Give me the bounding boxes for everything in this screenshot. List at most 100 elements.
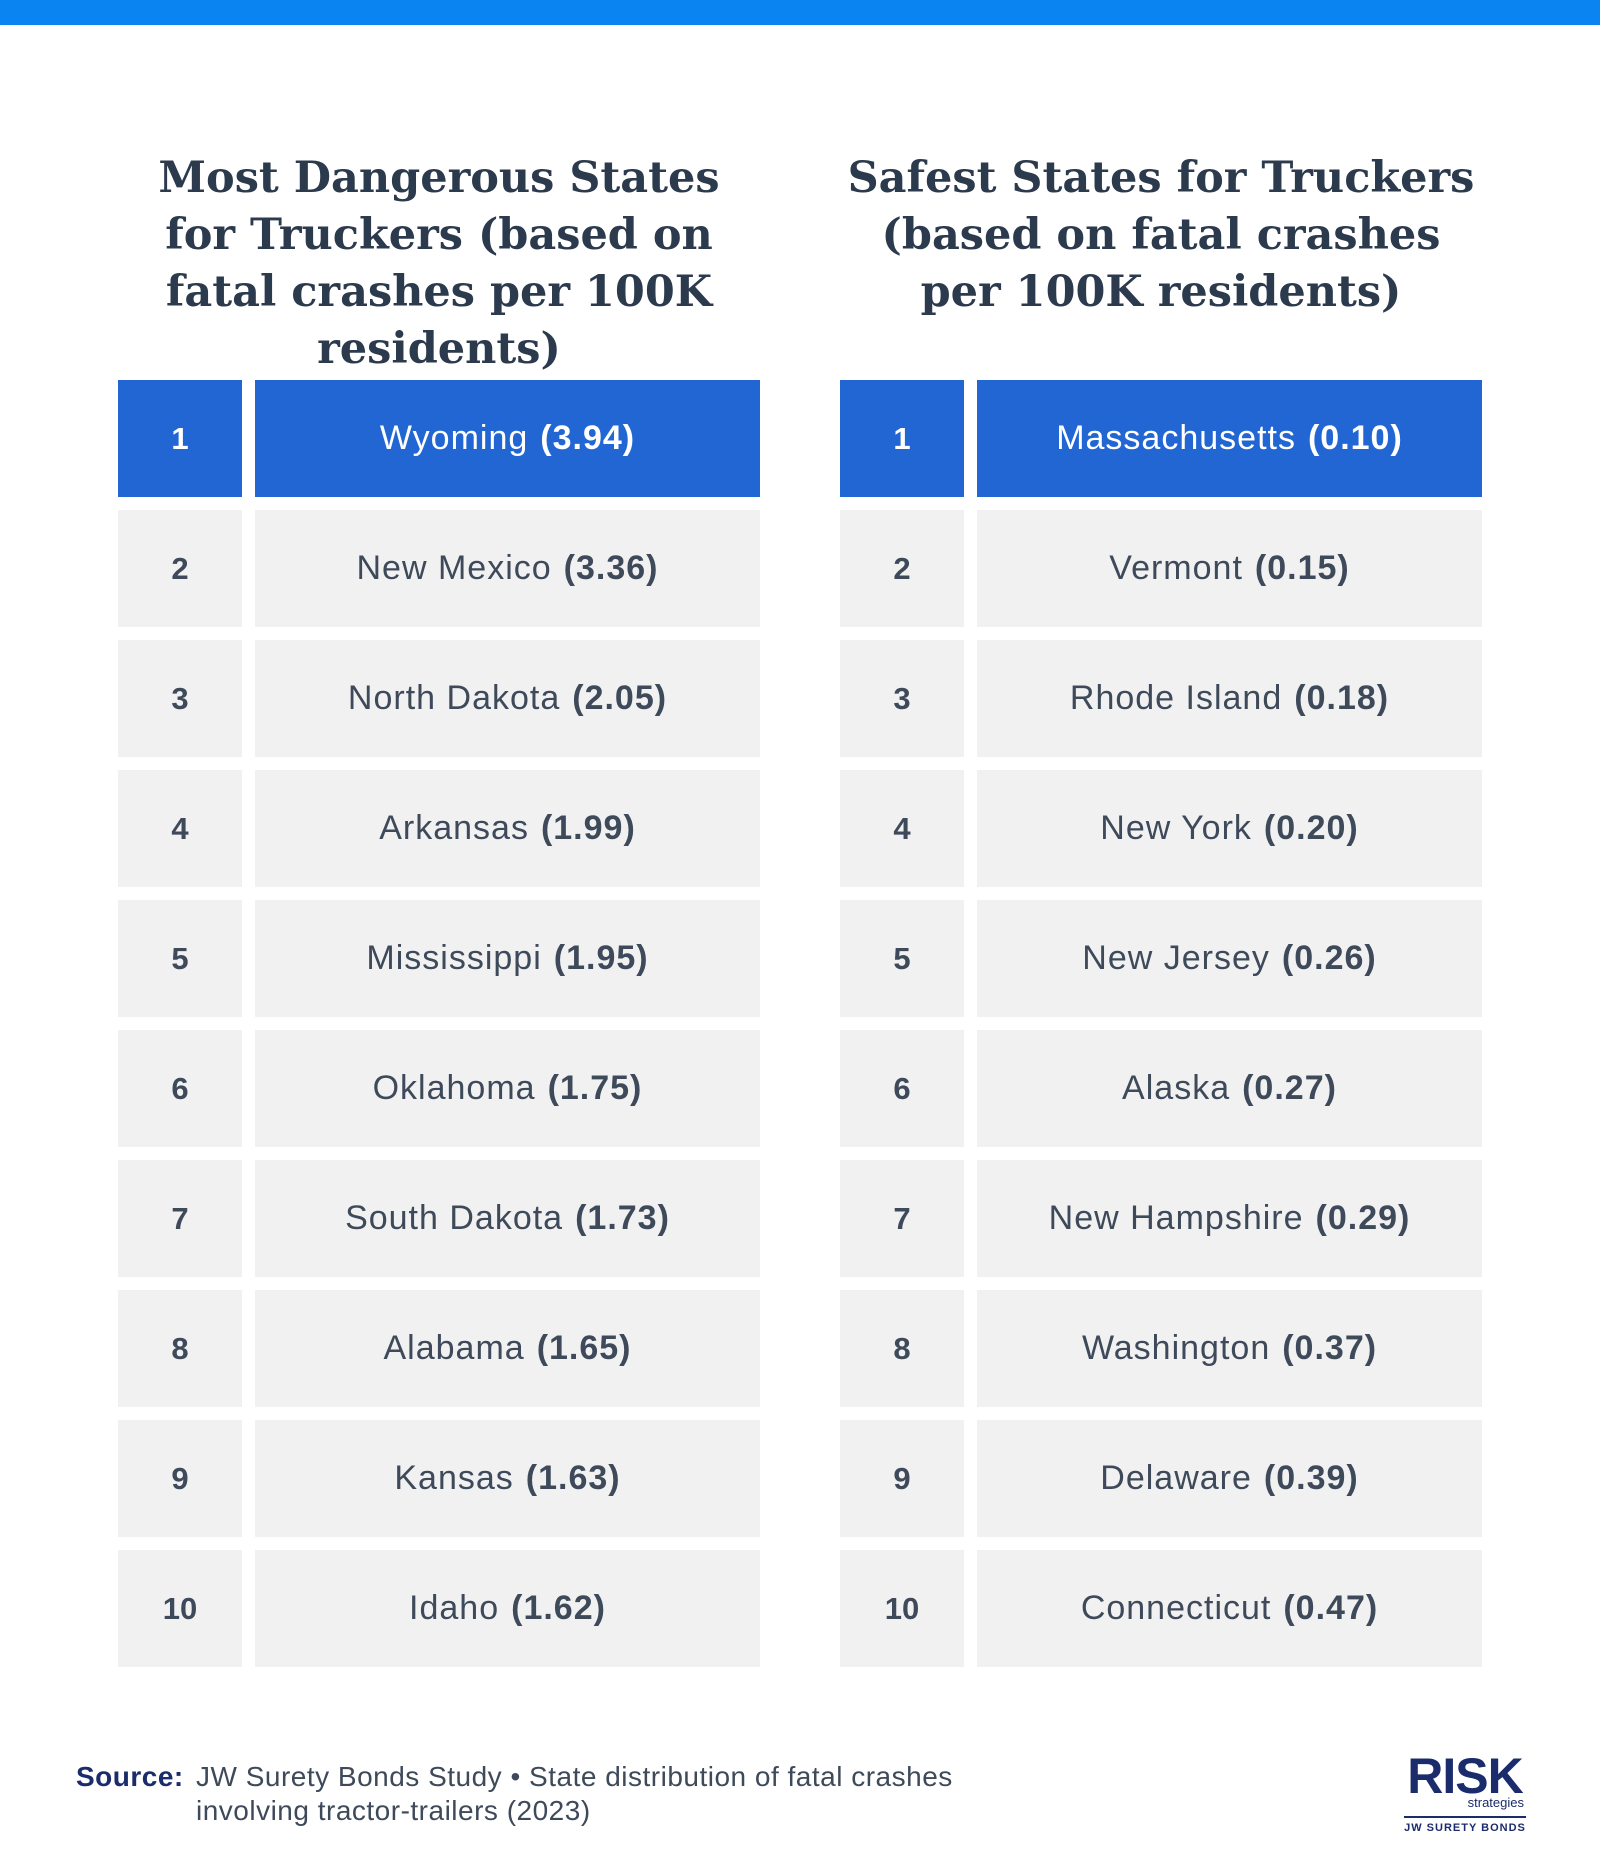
state-name: New Mexico bbox=[356, 549, 552, 587]
table-row: 10 Connecticut (0.47) bbox=[840, 1550, 1482, 1667]
crash-rate-value: (0.15) bbox=[1254, 549, 1350, 587]
state-cell: New York (0.20) bbox=[977, 770, 1482, 887]
state-cell: Kansas (1.63) bbox=[255, 1420, 760, 1537]
state-cell: New Jersey (0.26) bbox=[977, 900, 1482, 1017]
source-text: JW Surety Bonds Study • State distributi… bbox=[196, 1761, 953, 1826]
state-name: Vermont bbox=[1109, 549, 1243, 587]
state-name: Wyoming bbox=[379, 419, 529, 457]
state-cell: Wyoming (3.94) bbox=[255, 380, 760, 497]
rank-cell: 10 bbox=[118, 1550, 242, 1667]
rank-cell: 8 bbox=[118, 1290, 242, 1407]
logo-brand: JW SURETY BONDS bbox=[1404, 1822, 1526, 1834]
table-row: 1 Massachusetts (0.10) bbox=[840, 380, 1482, 497]
logo-divider bbox=[1404, 1816, 1526, 1818]
rank-cell: 9 bbox=[118, 1420, 242, 1537]
state-name: Kansas bbox=[394, 1459, 514, 1497]
state-cell: Massachusetts (0.10) bbox=[977, 380, 1482, 497]
crash-rate-value: (1.99) bbox=[540, 809, 636, 847]
table-row: 5 Mississippi (1.95) bbox=[118, 900, 760, 1017]
table-row: 8 Washington (0.37) bbox=[840, 1290, 1482, 1407]
safest-states-column: Safest States for Truckers (based on fat… bbox=[840, 150, 1482, 1680]
table-row: 7 South Dakota (1.73) bbox=[118, 1160, 760, 1277]
dangerous-states-column: Most Dangerous States for Truckers (base… bbox=[118, 150, 760, 1680]
risk-strategies-logo: RISK strategies JW SURETY BONDS bbox=[1400, 1748, 1530, 1834]
rank-cell: 9 bbox=[840, 1420, 964, 1537]
state-cell: Washington (0.37) bbox=[977, 1290, 1482, 1407]
table-row: 4 New York (0.20) bbox=[840, 770, 1482, 887]
source-note: Source: JW Surety Bonds Study • State di… bbox=[76, 1760, 976, 1828]
table-row: 7 New Hampshire (0.29) bbox=[840, 1160, 1482, 1277]
state-cell: Rhode Island (0.18) bbox=[977, 640, 1482, 757]
crash-rate-value: (1.63) bbox=[525, 1459, 621, 1497]
state-name: Arkansas bbox=[379, 809, 529, 847]
crash-rate-value: (3.36) bbox=[563, 549, 659, 587]
state-name: New Hampshire bbox=[1048, 1199, 1304, 1237]
state-name: Delaware bbox=[1100, 1459, 1252, 1497]
table-row: 6 Oklahoma (1.75) bbox=[118, 1030, 760, 1147]
state-cell: Delaware (0.39) bbox=[977, 1420, 1482, 1537]
state-cell: South Dakota (1.73) bbox=[255, 1160, 760, 1277]
state-name: New Jersey bbox=[1082, 939, 1270, 977]
rank-cell: 1 bbox=[118, 380, 242, 497]
table-row: 2 New Mexico (3.36) bbox=[118, 510, 760, 627]
state-cell: Alaska (0.27) bbox=[977, 1030, 1482, 1147]
table-row: 9 Kansas (1.63) bbox=[118, 1420, 760, 1537]
rank-cell: 1 bbox=[840, 380, 964, 497]
table-row: 2 Vermont (0.15) bbox=[840, 510, 1482, 627]
crash-rate-value: (0.26) bbox=[1281, 939, 1377, 977]
state-cell: Alabama (1.65) bbox=[255, 1290, 760, 1407]
state-name: South Dakota bbox=[345, 1199, 564, 1237]
state-name: Washington bbox=[1081, 1329, 1271, 1367]
state-cell: New Hampshire (0.29) bbox=[977, 1160, 1482, 1277]
crash-rate-value: (0.39) bbox=[1263, 1459, 1359, 1497]
state-name: North Dakota bbox=[347, 679, 561, 717]
table-row: 3 North Dakota (2.05) bbox=[118, 640, 760, 757]
crash-rate-value: (0.29) bbox=[1315, 1199, 1411, 1237]
state-name: Alaska bbox=[1122, 1069, 1231, 1107]
rank-cell: 6 bbox=[118, 1030, 242, 1147]
table-row: 9 Delaware (0.39) bbox=[840, 1420, 1482, 1537]
crash-rate-value: (0.47) bbox=[1283, 1589, 1379, 1627]
crash-rate-value: (2.05) bbox=[572, 679, 668, 717]
top-accent-bar bbox=[0, 0, 1600, 25]
crash-rate-value: (1.65) bbox=[536, 1329, 632, 1367]
rank-cell: 2 bbox=[840, 510, 964, 627]
table-row: 3 Rhode Island (0.18) bbox=[840, 640, 1482, 757]
table-row: 8 Alabama (1.65) bbox=[118, 1290, 760, 1407]
table-row: 1 Wyoming (3.94) bbox=[118, 380, 760, 497]
state-cell: North Dakota (2.05) bbox=[255, 640, 760, 757]
source-label: Source: bbox=[76, 1761, 184, 1792]
crash-rate-value: (0.20) bbox=[1263, 809, 1359, 847]
rank-cell: 7 bbox=[840, 1160, 964, 1277]
crash-rate-value: (0.18) bbox=[1294, 679, 1390, 717]
crash-rate-value: (0.37) bbox=[1282, 1329, 1378, 1367]
state-cell: New Mexico (3.36) bbox=[255, 510, 760, 627]
rank-cell: 7 bbox=[118, 1160, 242, 1277]
rank-cell: 3 bbox=[840, 640, 964, 757]
table-row: 10 Idaho (1.62) bbox=[118, 1550, 760, 1667]
state-cell: Vermont (0.15) bbox=[977, 510, 1482, 627]
state-name: Oklahoma bbox=[372, 1069, 536, 1107]
state-cell: Connecticut (0.47) bbox=[977, 1550, 1482, 1667]
logo-wordmark: RISK bbox=[1407, 1748, 1523, 1804]
crash-rate-value: (1.62) bbox=[511, 1589, 606, 1627]
crash-rate-value: (0.27) bbox=[1242, 1069, 1337, 1107]
state-name: Massachusetts bbox=[1056, 419, 1296, 457]
state-cell: Idaho (1.62) bbox=[255, 1550, 760, 1667]
safest-states-title: Safest States for Truckers (based on fat… bbox=[847, 153, 1475, 317]
crash-rate-value: (1.95) bbox=[553, 939, 649, 977]
state-name: Connecticut bbox=[1080, 1589, 1272, 1627]
rank-cell: 8 bbox=[840, 1290, 964, 1407]
logo-subtext: strategies bbox=[1467, 1795, 1524, 1810]
state-name: Mississippi bbox=[366, 939, 542, 977]
state-name: Idaho bbox=[409, 1589, 500, 1627]
dangerous-states-title: Most Dangerous States for Truckers (base… bbox=[158, 153, 720, 374]
rank-cell: 3 bbox=[118, 640, 242, 757]
state-name: Alabama bbox=[383, 1329, 525, 1367]
dangerous-states-table: 1 Wyoming (3.94) 2 New Mexico (3.36) 3 North Da… bbox=[118, 380, 760, 1667]
table-row: 5 New Jersey (0.26) bbox=[840, 900, 1482, 1017]
crash-rate-value: (3.94) bbox=[540, 419, 636, 457]
rank-cell: 4 bbox=[118, 770, 242, 887]
rank-cell: 5 bbox=[840, 900, 964, 1017]
crash-rate-value: (1.75) bbox=[547, 1069, 643, 1107]
